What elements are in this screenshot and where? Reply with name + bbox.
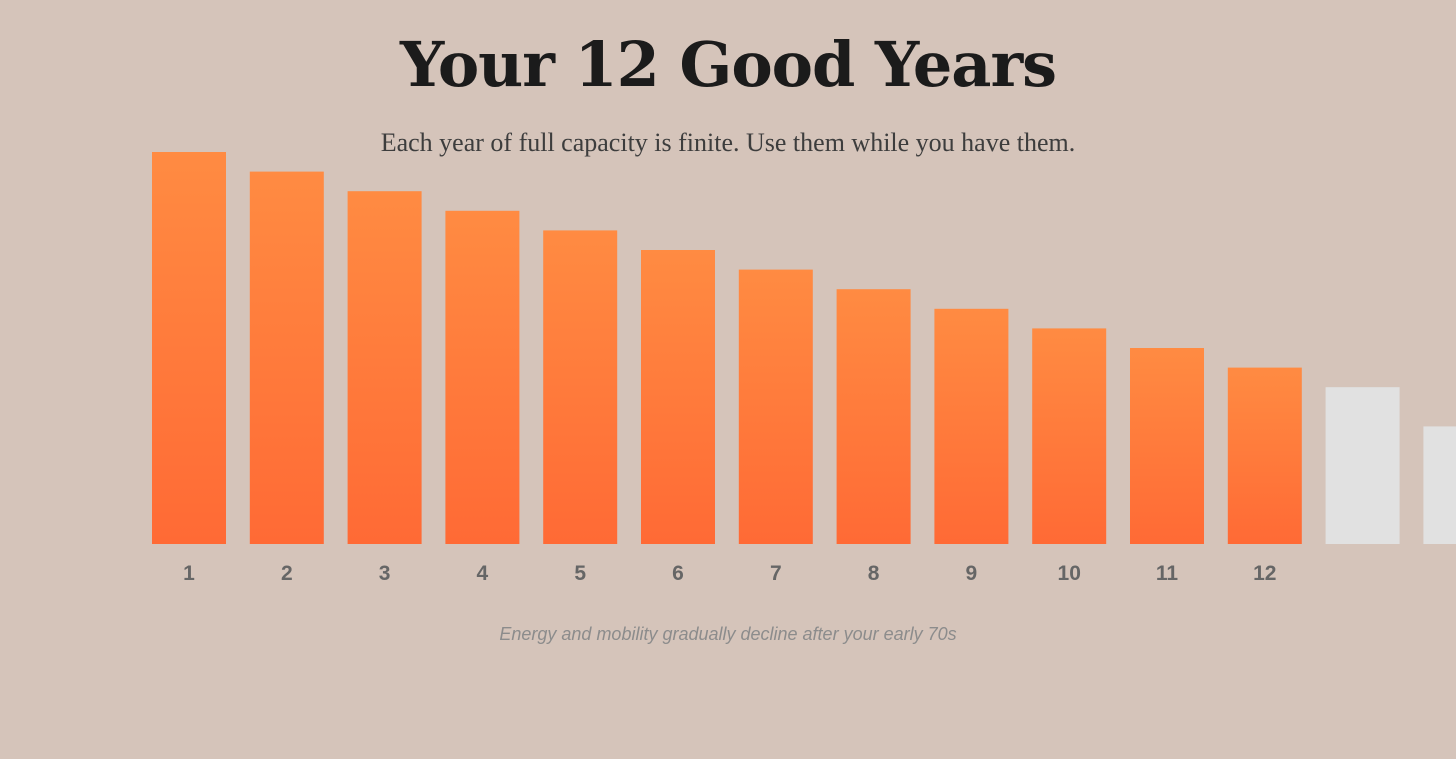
bar-year-8 bbox=[836, 289, 911, 544]
bar-year-2 bbox=[249, 171, 324, 544]
chart-title: Your 12 Good Years bbox=[399, 28, 1057, 101]
x-tick-label: 2 bbox=[281, 562, 293, 585]
x-tick-label: 7 bbox=[770, 562, 782, 585]
x-tick-label: 5 bbox=[574, 562, 586, 585]
bar-year-7 bbox=[738, 269, 813, 544]
x-tick-label: 11 bbox=[1156, 562, 1179, 585]
x-tick-label: 3 bbox=[379, 562, 391, 585]
bar-year-14 bbox=[1423, 426, 1456, 544]
x-tick-label: 8 bbox=[868, 562, 880, 585]
bar-year-13 bbox=[1325, 387, 1400, 544]
bar-year-10 bbox=[1032, 328, 1107, 544]
x-tick-label: 6 bbox=[672, 562, 684, 585]
bar-year-1 bbox=[152, 152, 226, 544]
bar-year-6 bbox=[641, 250, 715, 544]
x-tick-label: 4 bbox=[477, 562, 489, 585]
bar-chart: 1 2 3 4 5 6 7 8 9 10 11 12 bbox=[152, 152, 1456, 585]
chart-caption: Energy and mobility gradually decline af… bbox=[499, 624, 957, 644]
bar-year-3 bbox=[347, 191, 422, 544]
bar-year-5 bbox=[543, 230, 618, 544]
bar-year-12 bbox=[1227, 367, 1302, 544]
x-tick-label: 1 bbox=[183, 562, 195, 585]
bar-year-11 bbox=[1130, 348, 1204, 544]
chart-subtitle: Each year of full capacity is finite. Us… bbox=[380, 128, 1076, 157]
x-tick-label: 12 bbox=[1253, 562, 1276, 585]
bars-group bbox=[152, 152, 1456, 545]
x-tick-label: 9 bbox=[966, 562, 978, 585]
bar-year-9 bbox=[934, 308, 1009, 544]
x-tick-label: 10 bbox=[1058, 562, 1081, 585]
x-tick-labels: 1 2 3 4 5 6 7 8 9 10 11 12 bbox=[183, 562, 1276, 585]
bar-year-4 bbox=[445, 210, 520, 545]
